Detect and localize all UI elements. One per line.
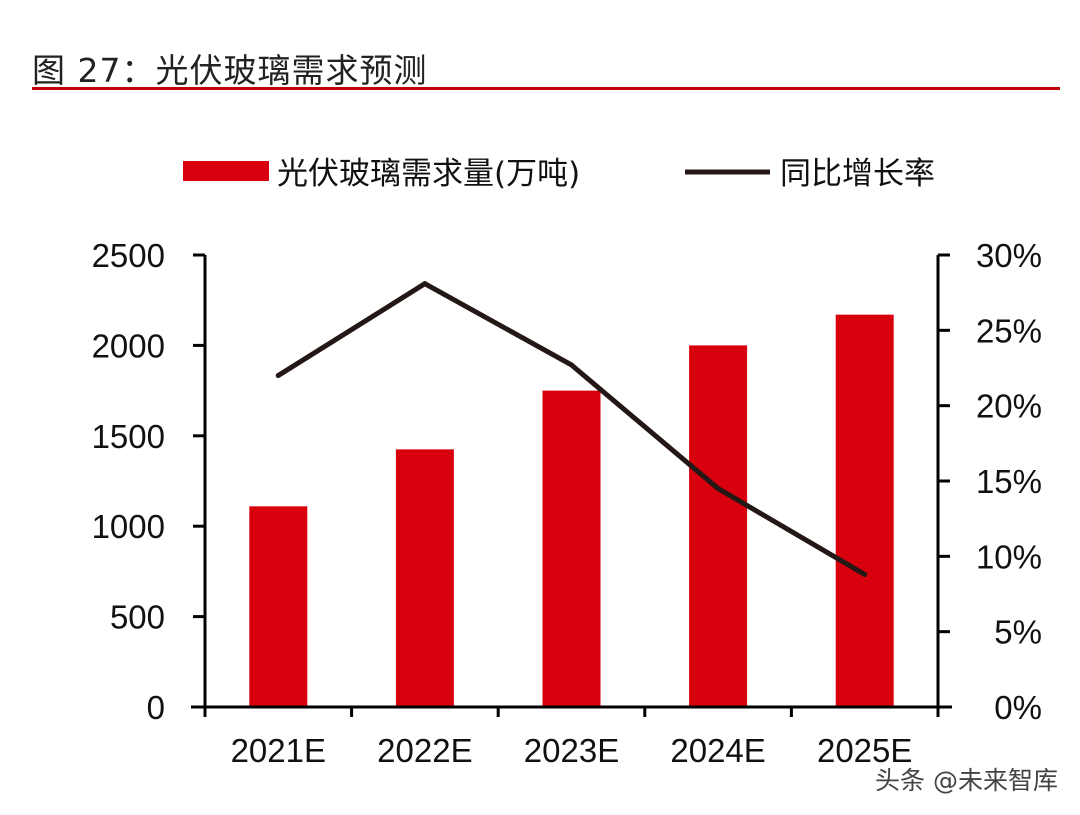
left-tick-label: 2000 <box>92 327 165 364</box>
figure-title: 图 27：光伏玻璃需求预测 <box>32 51 428 90</box>
bars <box>249 314 894 707</box>
legend: 光伏玻璃需求量(万吨) 同比增长率 <box>183 156 935 192</box>
watermark: 头条 @未来智库 <box>875 766 1058 795</box>
bar-2024E <box>689 345 748 707</box>
category-label-2024E: 2024E <box>670 732 765 769</box>
category-label-2023E: 2023E <box>524 732 619 769</box>
title-divider <box>32 87 1060 90</box>
legend-bar-label: 光伏玻璃需求量(万吨) <box>277 156 580 192</box>
bar-2025E <box>835 314 894 707</box>
category-label-2025E: 2025E <box>817 732 912 769</box>
right-tick-label: 20% <box>976 388 1042 425</box>
legend-bar-swatch <box>183 161 269 181</box>
axes <box>191 253 952 717</box>
growth-line-layer <box>275 281 868 577</box>
left-tick-label: 2500 <box>92 237 165 274</box>
left-tick-label: 1500 <box>92 418 165 455</box>
growth-point-2022E <box>422 281 428 287</box>
bar-2021E <box>249 506 308 707</box>
bar-2023E <box>542 390 601 707</box>
growth-point-2021E <box>275 373 281 379</box>
right-tick-label: 5% <box>994 614 1042 651</box>
right-tick-label: 30% <box>976 237 1042 274</box>
left-tick-label: 0 <box>147 689 165 726</box>
bar-2022E <box>395 449 454 707</box>
growth-point-2024E <box>715 486 721 492</box>
right-tick-label: 0% <box>994 689 1042 726</box>
right-tick-label: 15% <box>976 463 1042 500</box>
left-tick-label: 1000 <box>92 508 165 545</box>
left-tick-label: 500 <box>110 599 165 636</box>
category-label-2021E: 2021E <box>231 732 326 769</box>
legend-line-label: 同比增长率 <box>780 156 935 192</box>
tick-labels: 0 500 1000 1500 2000 2500 0% 5% 10% 15% 20% 25% 30% 2… <box>92 237 1042 769</box>
growth-point-2023E <box>569 362 574 368</box>
category-label-2022E: 2022E <box>377 732 472 769</box>
right-tick-label: 10% <box>976 538 1042 575</box>
right-tick-label: 25% <box>976 312 1042 349</box>
growth-point-2025E <box>862 571 868 577</box>
